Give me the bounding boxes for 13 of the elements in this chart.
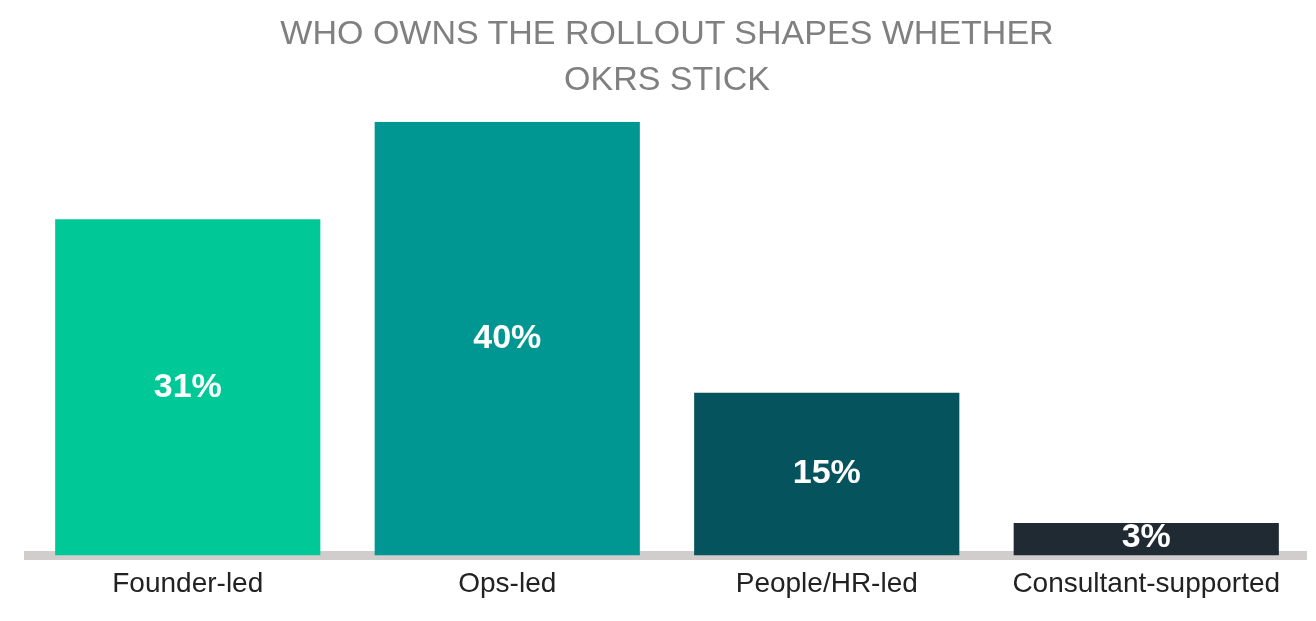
- data-label: 40%: [473, 316, 542, 355]
- data-label: 15%: [792, 452, 861, 491]
- bar: [1013, 522, 1279, 556]
- x-tick-label: Founder-led: [112, 566, 264, 598]
- bar: [55, 219, 321, 556]
- data-label: 31%: [153, 365, 222, 404]
- x-tick-label: Consultant-supported: [1012, 566, 1281, 598]
- bar: [374, 121, 640, 556]
- bar: [694, 392, 960, 556]
- x-tick-label: Ops-led: [458, 566, 557, 598]
- data-label: 3%: [1121, 515, 1171, 554]
- chart-title: WHO OWNS THE ROLLOUT SHAPES WHETHER OKRS STICK: [280, 13, 1054, 98]
- x-tick-label: People/HR-led: [735, 566, 918, 598]
